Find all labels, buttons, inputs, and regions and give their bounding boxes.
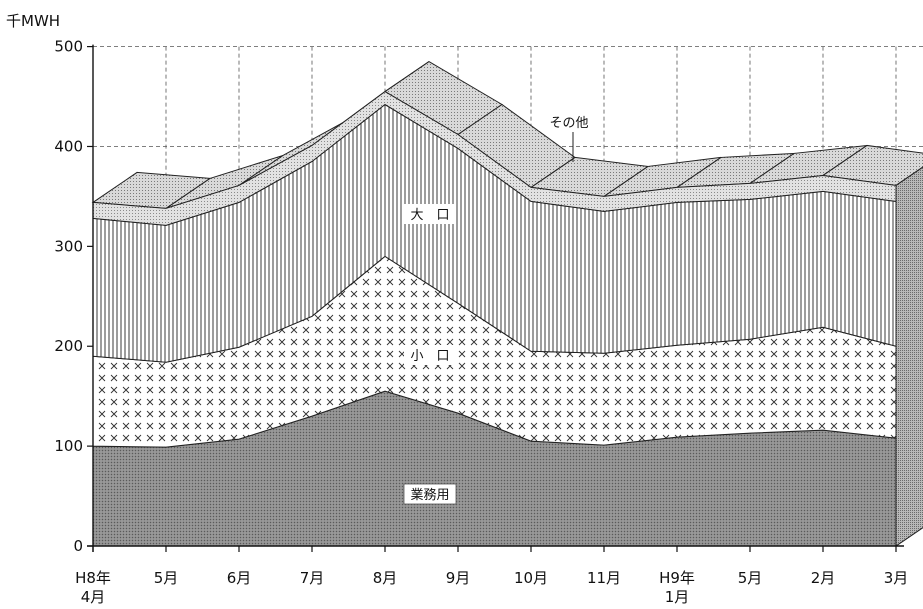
series-label-box <box>403 483 457 505</box>
y-tick-label: 200 <box>54 337 83 355</box>
x-tick-label: 6月 <box>227 569 252 587</box>
y-axis-label: 千MWH <box>6 12 60 30</box>
series-label-business: 業務用 <box>410 487 449 503</box>
x-tick-label: 11月 <box>587 569 621 587</box>
x-tick-label: 2月 <box>811 569 836 587</box>
x-tick-label: 3月 <box>884 569 909 587</box>
series-label-box <box>404 204 456 224</box>
series-label-small: 小 口 <box>410 349 449 364</box>
y-tick-label: 100 <box>54 437 83 455</box>
x-tick-label: 10月 <box>514 569 548 587</box>
x-tick-label: 4月 <box>81 588 106 606</box>
series-label-other: その他 <box>549 116 588 131</box>
area-other <box>92 90 897 226</box>
right-side-face <box>895 166 923 547</box>
x-tick-label: 9月 <box>446 569 471 587</box>
y-tick-label: 300 <box>54 237 83 255</box>
area-layers <box>92 90 897 547</box>
x-tick-label: H8年 <box>75 569 111 587</box>
y-tick-label: 400 <box>54 137 83 155</box>
x-tick-label: 1月 <box>665 588 690 606</box>
x-tick-label: 8月 <box>373 569 398 587</box>
x-tick-label: 7月 <box>300 569 325 587</box>
x-tick-label: H9年 <box>659 569 695 587</box>
series-label-large: 大 口 <box>410 208 449 223</box>
y-tick-label: 0 <box>73 537 83 555</box>
series-label-box <box>404 345 456 365</box>
x-tick-label: 5月 <box>738 569 763 587</box>
x-tick-label: 5月 <box>154 569 179 587</box>
series-label-box <box>542 113 596 131</box>
y-tick-label: 500 <box>54 38 83 56</box>
axes <box>87 44 904 552</box>
